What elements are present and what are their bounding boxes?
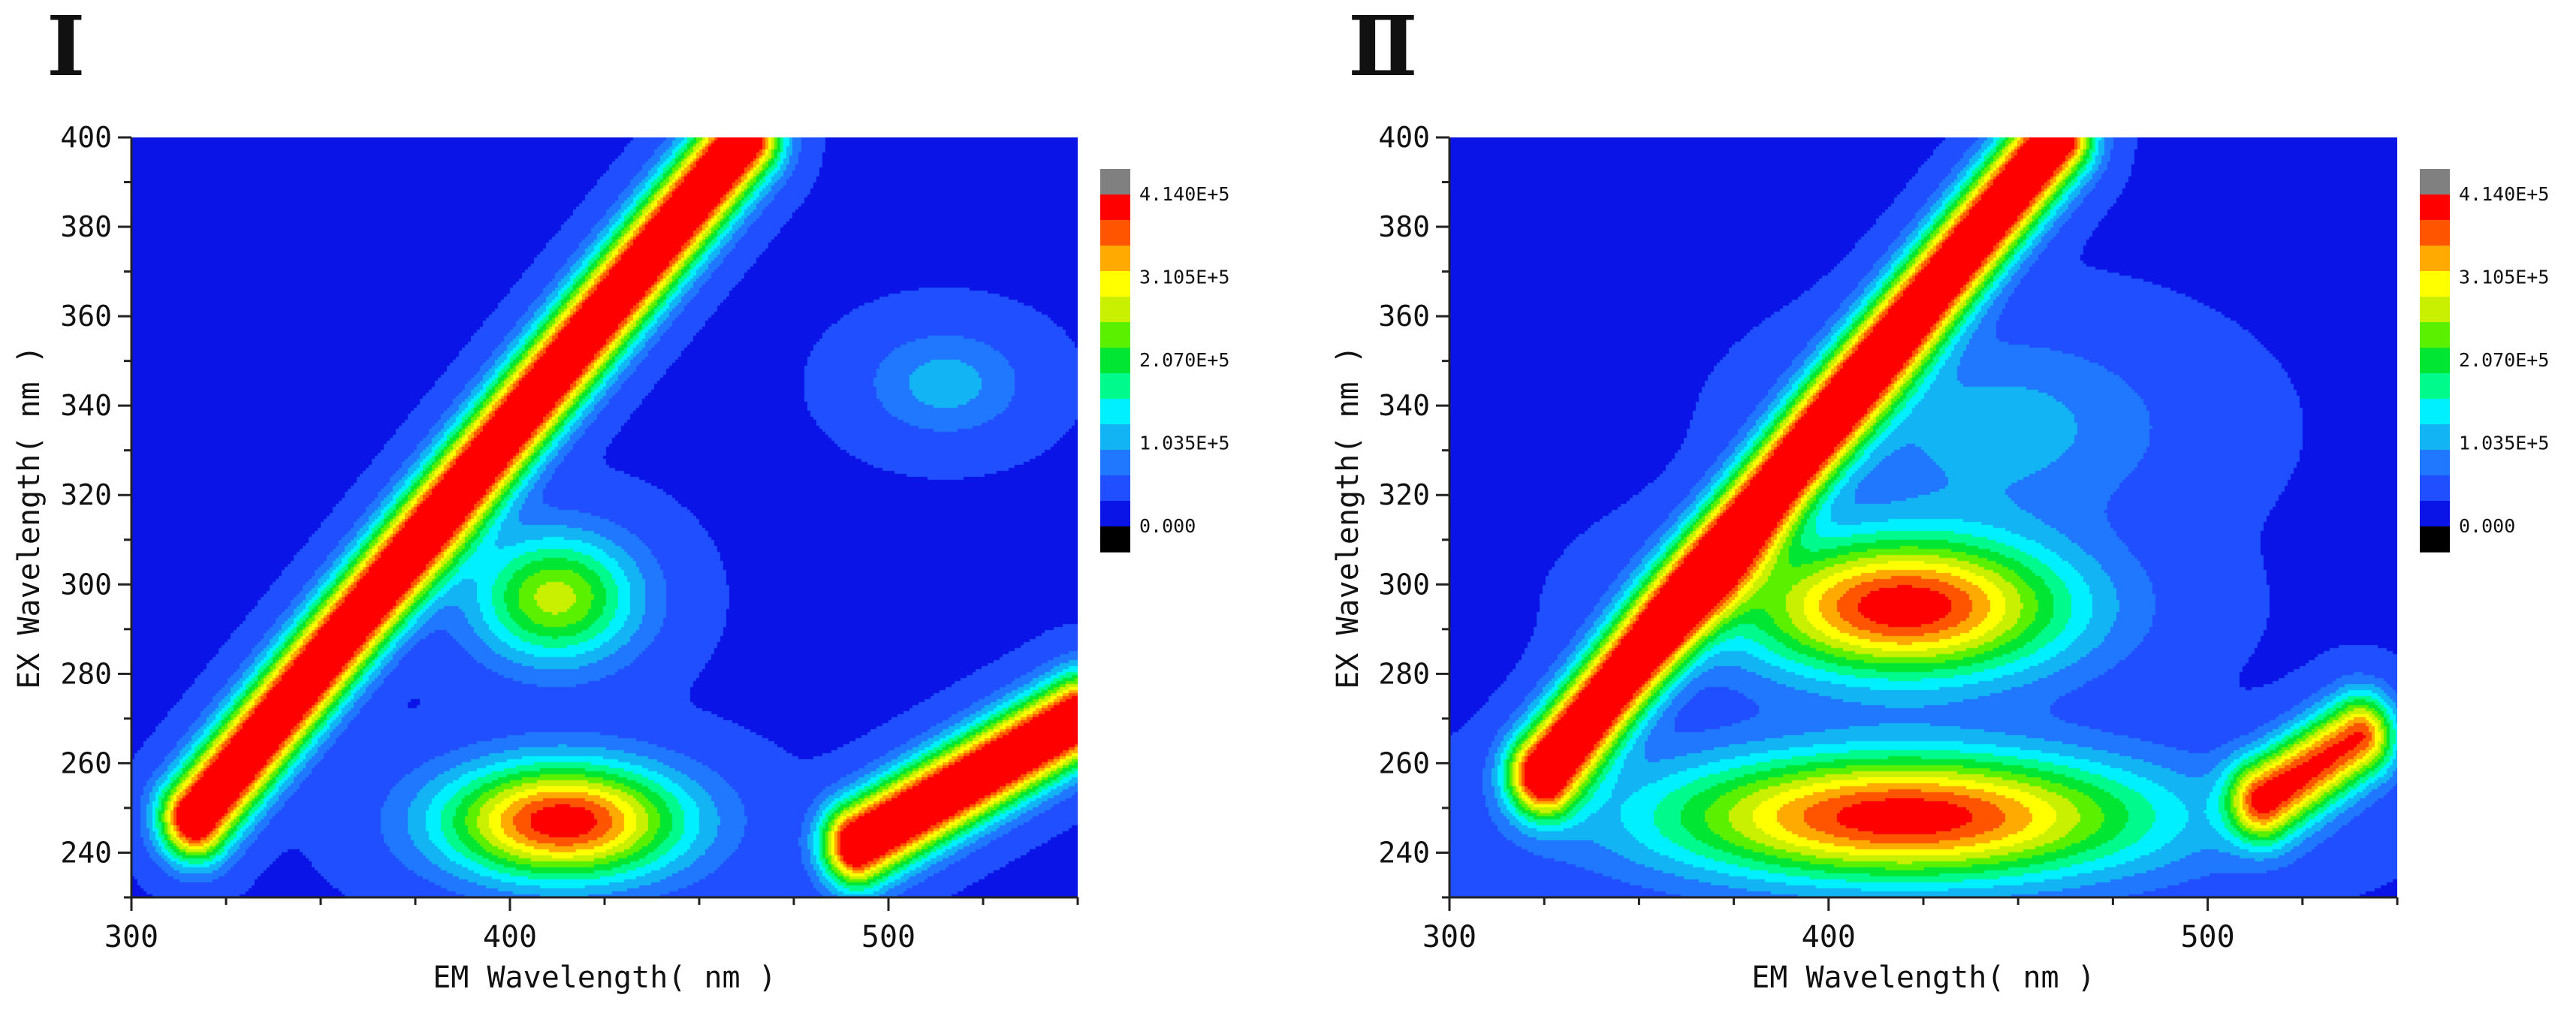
colorbar-swatch — [1100, 475, 1130, 502]
x-tick-label: 500 — [2180, 920, 2234, 954]
colorbar-swatch — [1100, 373, 1130, 399]
x-axis: 300 400 500 — [104, 896, 1079, 954]
y-tick-label: 340 — [1378, 389, 1430, 422]
colorbar-swatch — [1100, 450, 1130, 476]
colorbar-label: 4.140E+5 — [2459, 183, 2549, 205]
colorbar-label: 3.105E+5 — [1139, 267, 1229, 288]
y-axis: 240 260 280 300 320 340 360 380 400 — [1378, 121, 1451, 899]
x-tick-label: 400 — [483, 920, 537, 954]
y-tick-label: 400 — [1378, 121, 1430, 154]
y-tick-label: 300 — [1378, 568, 1430, 601]
colorbar-swatch — [1100, 194, 1130, 221]
panel-ii: Ⅱ 300 400 500 240260280300320340360380400 … — [1331, 0, 2549, 995]
y-tick-label: 340 — [60, 389, 112, 422]
colorbar-swatch — [2420, 297, 2450, 323]
colorbar-swatch — [2420, 322, 2450, 348]
colorbar-label: 2.070E+5 — [2459, 349, 2549, 371]
y-axis: 240 260 280 300 320 340 360 380 400 — [60, 121, 133, 899]
colorbar-swatch — [2420, 271, 2450, 297]
y-tick-label: 240 — [60, 836, 112, 869]
y-tick-label: 280 — [1378, 657, 1430, 690]
y-tick-label: 380 — [1378, 210, 1430, 243]
colorbar-swatch — [1100, 399, 1130, 425]
x-tick-label: 400 — [1802, 920, 1856, 954]
x-axis: 300 400 500 — [1422, 896, 2399, 954]
y-tick-label: 360 — [1378, 300, 1430, 333]
colorbar-swatch — [1100, 169, 1130, 195]
y-tick-label: 320 — [60, 478, 112, 511]
colorbar-label: 4.140E+5 — [1139, 183, 1229, 205]
heatmap-plot-area — [131, 137, 1078, 897]
y-axis-label: EX Wavelength( nm ) — [12, 345, 47, 689]
y-tick-label: 240 — [1378, 836, 1430, 869]
x-tick-label: 300 — [104, 920, 158, 954]
colorbar-swatch — [2420, 450, 2450, 476]
colorbar-swatch — [2420, 373, 2450, 399]
y-tick-label: 380 — [60, 210, 112, 243]
colorbar-label: 0.000 — [1139, 515, 1196, 537]
x-tick-label: 500 — [861, 920, 915, 954]
colorbar-swatch — [1100, 348, 1130, 374]
colorbar-swatch — [1100, 220, 1130, 246]
colorbar-swatch — [2420, 475, 2450, 502]
colorbar-swatch — [1100, 246, 1130, 272]
colorbar-swatch — [1100, 526, 1130, 553]
colorbar-label: 2.070E+5 — [1139, 349, 1229, 371]
colorbar-swatch — [2420, 246, 2450, 272]
colorbar-label: 1.035E+5 — [2459, 433, 2549, 454]
colorbar-swatch — [2420, 348, 2450, 374]
y-tick-label: 320 — [1378, 478, 1430, 511]
colorbar-label: 1.035E+5 — [1139, 433, 1229, 454]
colorbar-label: 3.105E+5 — [2459, 267, 2549, 288]
colorbar-swatch — [1100, 322, 1130, 348]
colorbar-swatch — [2420, 526, 2450, 553]
panel-label: Ⅱ — [1348, 0, 1418, 95]
x-axis-label: EM Wavelength( nm ) — [1751, 960, 2095, 995]
colorbar: 4.140E+5 3.105E+5 2.070E+5 1.035E+5 0.000 — [2420, 169, 2549, 553]
colorbar-swatch — [2420, 399, 2450, 425]
y-tick-label: 280 — [60, 657, 112, 690]
heatmap-plot-area — [1449, 137, 2397, 897]
y-tick-label: 360 — [60, 300, 112, 333]
colorbar-swatch — [2420, 424, 2450, 451]
y-tick-label: 260 — [1378, 746, 1430, 779]
colorbar-swatch — [2420, 501, 2450, 527]
colorbar-swatch — [2420, 220, 2450, 246]
panel-label: Ⅰ — [47, 0, 85, 95]
colorbar: 4.140E+5 3.105E+5 2.070E+5 1.035E+5 0.000 — [1100, 169, 1229, 553]
x-tick-label: 300 — [1422, 920, 1477, 954]
x-axis-label: EM Wavelength( nm ) — [433, 960, 777, 995]
y-tick-label: 300 — [60, 568, 112, 601]
y-axis-label: EX Wavelength( nm ) — [1331, 345, 1365, 689]
panel-i: Ⅰ 300 400 500 240260280300320340360380400 … — [12, 0, 1229, 995]
colorbar-swatch — [1100, 271, 1130, 297]
y-tick-label: 260 — [60, 746, 112, 779]
colorbar-swatch — [2420, 194, 2450, 221]
colorbar-swatch — [2420, 169, 2450, 195]
colorbar-swatch — [1100, 501, 1130, 527]
colorbar-swatch — [1100, 297, 1130, 323]
y-tick-label: 400 — [60, 121, 112, 154]
colorbar-label: 0.000 — [2459, 515, 2515, 537]
colorbar-swatch — [1100, 424, 1130, 451]
